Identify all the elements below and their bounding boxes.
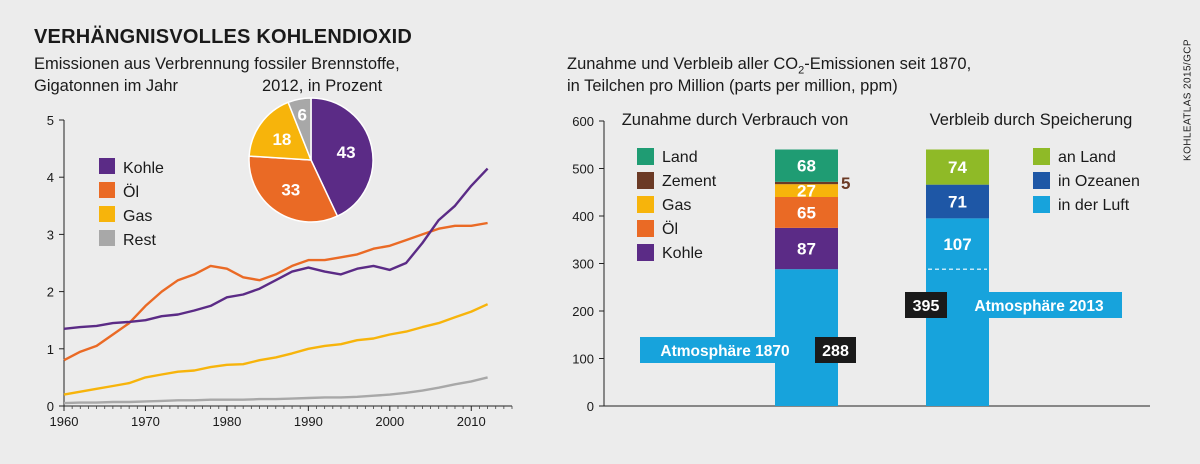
bar-legend-label-kohle: Kohle bbox=[662, 245, 703, 262]
pie-slice-gas bbox=[248, 101, 313, 161]
bar-legend-swatch-oel bbox=[637, 220, 654, 237]
bar-legend-swatch-land bbox=[637, 148, 654, 165]
atmosphere-1870-value-box bbox=[815, 337, 856, 363]
bar-segment-zunahme-kohle bbox=[775, 227, 838, 270]
bar-segment-label-zunahme-zement: 5 bbox=[841, 174, 850, 193]
pie-slice-label-rest: 6 bbox=[298, 105, 307, 124]
line-series-kohle bbox=[63, 167, 489, 330]
main-title: VERHÄNGNISVOLLES KOHLENDIOXID bbox=[34, 26, 413, 48]
pie-slice-oel bbox=[248, 155, 339, 223]
line-legend-label-oel: Öl bbox=[123, 183, 139, 201]
atmosphere-2013-value: 395 bbox=[913, 298, 940, 315]
line-legend-swatch-kohle bbox=[99, 158, 115, 174]
bar-legend-label-ozeane: in Ozeanen bbox=[1058, 173, 1140, 190]
atmosphere-1870-box bbox=[640, 337, 810, 363]
atmosphere-2013-box bbox=[956, 292, 1122, 318]
bar-legend-swatch-luft bbox=[1033, 196, 1050, 213]
pie-slice-label-kohle: 43 bbox=[337, 143, 356, 162]
line-chart-y-tick-label: 0 bbox=[47, 399, 54, 414]
bar-legend-swatch-zement bbox=[637, 172, 654, 189]
bar-chart-y-tick-label: 300 bbox=[572, 257, 594, 272]
atmosphere-2013-label: Atmosphäre 2013 bbox=[974, 298, 1104, 315]
bar-segment-label-verbleib-ozeane: 71 bbox=[948, 193, 967, 212]
line-chart-y-tick-label: 1 bbox=[47, 342, 54, 357]
bar-segment-verbleib-ozeane bbox=[926, 184, 989, 219]
atmosphere-1870-label: Atmosphäre 1870 bbox=[660, 343, 789, 360]
bar-group-title-zunahme: Zunahme durch Verbrauch von bbox=[622, 111, 849, 129]
line-chart-x-tick-label: 2010 bbox=[457, 414, 486, 429]
line-chart-y-tick-label: 2 bbox=[47, 285, 54, 300]
bar-legend-swatch-kohle bbox=[637, 244, 654, 261]
bar-chart-y-tick-label: 600 bbox=[572, 114, 594, 129]
bar-legend-label-oel: Öl bbox=[662, 220, 678, 238]
bar-legend-label-an_land: an Land bbox=[1058, 149, 1116, 166]
line-series-oel bbox=[63, 221, 488, 362]
bar-legend-swatch-gas bbox=[637, 196, 654, 213]
bar-legend-swatch-ozeane bbox=[1033, 172, 1050, 189]
bar-chart-y-tick-label: 100 bbox=[572, 352, 594, 367]
line-chart-subtitle-unit: Gigatonnen im Jahr bbox=[34, 77, 178, 95]
pie-slice-rest bbox=[287, 97, 312, 161]
bar-chart-y-tick-label: 500 bbox=[572, 162, 594, 177]
bar-segment-verbleib-an_land bbox=[926, 149, 989, 185]
bar-segment-label-zunahme-oel: 65 bbox=[797, 203, 816, 222]
bar-segment-zunahme-land bbox=[775, 149, 838, 182]
pie-chart-subtitle: 2012, in Prozent bbox=[262, 77, 383, 95]
bar-chart-y-tick-label: 200 bbox=[572, 304, 594, 319]
line-legend-label-gas: Gas bbox=[123, 208, 152, 225]
pie-slice-label-oel: 33 bbox=[281, 181, 300, 200]
bar-segment-label-verbleib-luft: 107 bbox=[943, 235, 971, 254]
pie-slice-label-gas: 18 bbox=[272, 130, 291, 149]
line-legend-label-rest: Rest bbox=[123, 232, 156, 249]
atmosphere-1870-value: 288 bbox=[822, 343, 849, 360]
atmosphere-2013-value-box bbox=[905, 292, 947, 318]
line-series-rest bbox=[63, 376, 488, 405]
line-chart-subtitle: Emissionen aus Verbrennung fossiler Bren… bbox=[34, 55, 400, 73]
pie-slice-kohle bbox=[310, 97, 374, 218]
line-chart-x-tick-label: 1970 bbox=[131, 414, 160, 429]
bar-segment-label-zunahme-land: 68 bbox=[797, 157, 816, 176]
bar-group-title-verbleib: Verbleib durch Speicherung bbox=[930, 111, 1133, 129]
bar-chart-y-tick-label: 0 bbox=[587, 399, 594, 414]
bar-legend-label-land: Land bbox=[662, 149, 698, 166]
bar-segment-zunahme-zement bbox=[775, 181, 838, 185]
bar-segment-zunahme-oel bbox=[775, 197, 838, 228]
line-series-gas bbox=[63, 303, 489, 396]
bar-legend-label-gas: Gas bbox=[662, 197, 691, 214]
bar-chart-subtitle-unit: in Teilchen pro Million (parts per milli… bbox=[567, 77, 898, 95]
line-legend-swatch-rest bbox=[99, 230, 115, 246]
line-chart-x-tick-label: 1960 bbox=[50, 414, 79, 429]
line-legend-swatch-oel bbox=[99, 182, 115, 198]
bar-chart-subtitle: Zunahme und Verbleib aller CO2-Emissione… bbox=[567, 55, 972, 77]
bar-chart-y-tick-label: 400 bbox=[572, 209, 594, 224]
bar-legend-label-zement: Zement bbox=[662, 173, 717, 190]
line-chart-y-tick-label: 3 bbox=[47, 227, 54, 242]
bar-segment-label-verbleib-an_land: 74 bbox=[948, 158, 967, 177]
bar-segment-label-zunahme-kohle: 87 bbox=[797, 240, 816, 259]
line-legend-swatch-gas bbox=[99, 206, 115, 222]
bar-legend-swatch-an_land bbox=[1033, 148, 1050, 165]
bar-segment-zunahme-gas bbox=[775, 184, 838, 197]
line-chart-x-tick-label: 1980 bbox=[212, 414, 241, 429]
line-chart-y-tick-label: 5 bbox=[47, 113, 54, 128]
line-chart-x-tick-label: 1990 bbox=[294, 414, 323, 429]
bar-legend-label-luft: in der Luft bbox=[1058, 197, 1130, 214]
bar-segment-label-zunahme-gas: 27 bbox=[797, 182, 816, 201]
line-chart-x-tick-label: 2000 bbox=[375, 414, 404, 429]
line-chart-y-tick-label: 4 bbox=[47, 170, 54, 185]
line-legend-label-kohle: Kohle bbox=[123, 160, 164, 177]
